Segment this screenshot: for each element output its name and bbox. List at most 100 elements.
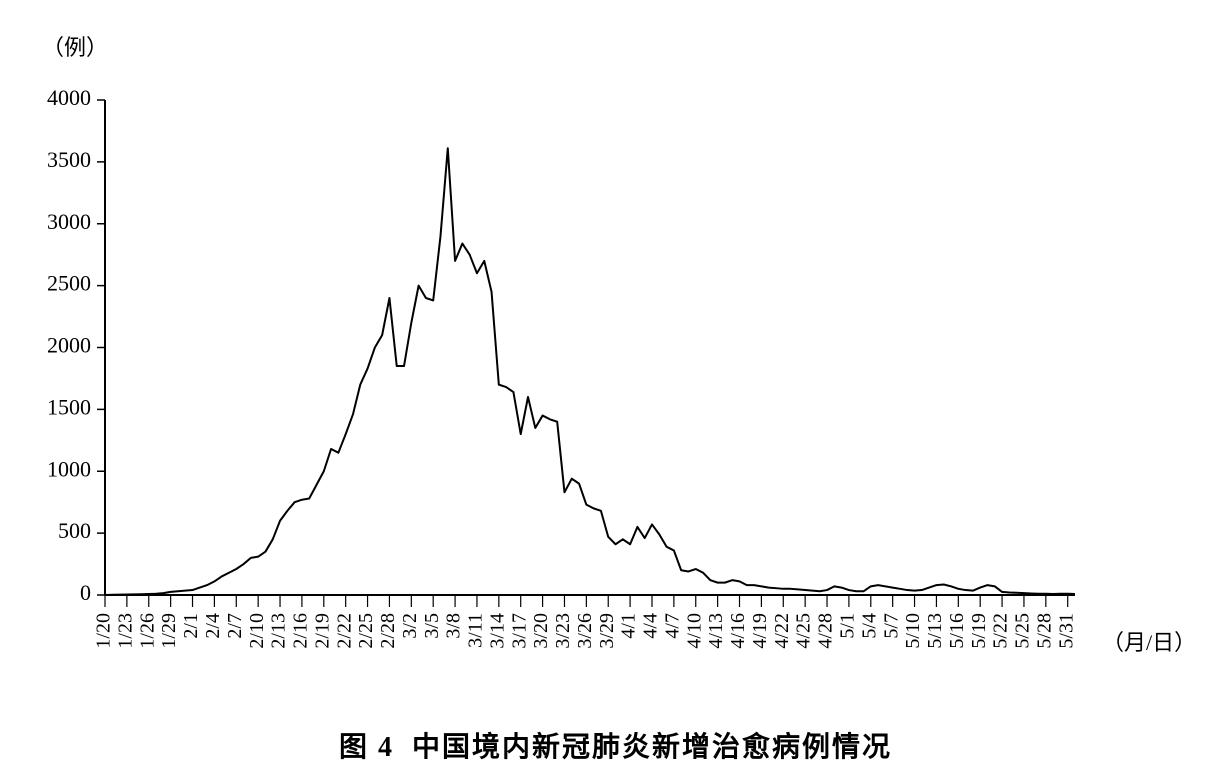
y-tick-label: 1500	[47, 394, 91, 419]
x-tick-label: 2/4	[202, 613, 224, 639]
x-tick-label: 2/19	[311, 613, 333, 649]
svg-text:3/8: 3/8	[443, 613, 465, 639]
svg-text:2/16: 2/16	[290, 613, 312, 649]
x-tick-label: 4/25	[793, 613, 815, 649]
x-tick-label: 2/22	[333, 613, 355, 649]
x-tick-label: 5/1	[837, 613, 859, 639]
figure-caption: 图 4 中国境内新冠肺炎新增治愈病例情况	[0, 725, 1231, 765]
x-tick-label: 1/29	[158, 613, 180, 649]
x-tick-label: 1/20	[93, 613, 115, 649]
svg-text:5/10: 5/10	[902, 613, 924, 649]
svg-text:4/10: 4/10	[683, 613, 705, 649]
svg-text:2/1: 2/1	[180, 613, 202, 639]
svg-text:3/14: 3/14	[486, 613, 508, 649]
svg-text:4/4: 4/4	[640, 613, 662, 639]
x-tick-label: 5/16	[946, 613, 968, 649]
x-tick-label: 5/22	[990, 613, 1012, 649]
y-tick-label: 2000	[47, 333, 91, 358]
x-tick-label: 2/10	[246, 613, 268, 649]
x-tick-label: 2/7	[224, 613, 246, 639]
svg-text:1/20: 1/20	[93, 613, 115, 649]
x-tick-label: 3/17	[508, 613, 530, 649]
y-axis-unit-label: （例）	[42, 30, 108, 62]
svg-text:4/25: 4/25	[793, 613, 815, 649]
svg-text:3/11: 3/11	[465, 613, 487, 648]
y-tick-label: 1000	[47, 456, 91, 481]
svg-text:2/7: 2/7	[224, 613, 246, 639]
svg-text:4/22: 4/22	[771, 613, 793, 649]
svg-text:3/29: 3/29	[596, 613, 618, 649]
x-tick-label: 3/23	[552, 613, 574, 649]
caption-text: 中国境内新冠肺炎新增治愈病例情况	[412, 732, 892, 763]
svg-text:2/19: 2/19	[311, 613, 333, 649]
x-tick-label: 1/26	[136, 613, 158, 649]
svg-text:2/4: 2/4	[202, 613, 224, 639]
y-tick-label: 0	[80, 580, 91, 605]
svg-text:4/19: 4/19	[749, 613, 771, 649]
x-tick-label: 4/22	[771, 613, 793, 649]
svg-text:5/4: 5/4	[858, 613, 880, 639]
svg-text:5/13: 5/13	[924, 613, 946, 649]
svg-text:4/16: 4/16	[727, 613, 749, 649]
x-tick-label: 4/7	[661, 613, 683, 639]
x-tick-label: 5/10	[902, 613, 924, 649]
svg-text:5/22: 5/22	[990, 613, 1012, 649]
svg-text:5/1: 5/1	[837, 613, 859, 639]
svg-text:5/25: 5/25	[1012, 613, 1034, 649]
x-tick-label: 2/1	[180, 613, 202, 639]
x-tick-label: 3/11	[465, 613, 487, 648]
x-tick-label: 5/19	[968, 613, 990, 649]
svg-text:1/26: 1/26	[136, 613, 158, 649]
svg-text:4/1: 4/1	[618, 613, 640, 639]
x-tick-label: 2/25	[355, 613, 377, 649]
y-tick-label: 2500	[47, 271, 91, 296]
x-tick-label: 4/1	[618, 613, 640, 639]
chart-container: 050010001500200025003000350040001/201/23…	[0, 0, 1231, 774]
svg-text:3/5: 3/5	[421, 613, 443, 639]
x-tick-label: 4/10	[683, 613, 705, 649]
svg-text:4/28: 4/28	[815, 613, 837, 649]
x-tick-label: 2/16	[290, 613, 312, 649]
svg-text:5/7: 5/7	[880, 613, 902, 639]
x-tick-label: 5/25	[1012, 613, 1034, 649]
svg-text:4/7: 4/7	[661, 613, 683, 639]
x-tick-label: 5/4	[858, 613, 880, 639]
x-tick-label: 3/14	[486, 613, 508, 649]
x-tick-label: 5/13	[924, 613, 946, 649]
svg-text:3/2: 3/2	[399, 613, 421, 639]
svg-text:2/10: 2/10	[246, 613, 268, 649]
x-tick-label: 3/5	[421, 613, 443, 639]
x-tick-label: 5/31	[1055, 613, 1077, 649]
x-tick-label: 3/20	[530, 613, 552, 649]
svg-text:4/13: 4/13	[705, 613, 727, 649]
svg-text:3/23: 3/23	[552, 613, 574, 649]
x-tick-label: 4/4	[640, 613, 662, 639]
svg-text:2/25: 2/25	[355, 613, 377, 649]
y-tick-label: 4000	[47, 85, 91, 110]
svg-text:1/29: 1/29	[158, 613, 180, 649]
svg-text:2/28: 2/28	[377, 613, 399, 649]
line-chart-svg: 050010001500200025003000350040001/201/23…	[0, 0, 1231, 774]
y-tick-label: 3000	[47, 209, 91, 234]
svg-text:2/22: 2/22	[333, 613, 355, 649]
svg-text:5/31: 5/31	[1055, 613, 1077, 649]
x-tick-label: 3/8	[443, 613, 465, 639]
x-tick-label: 4/16	[727, 613, 749, 649]
svg-text:3/26: 3/26	[574, 613, 596, 649]
x-tick-label: 2/28	[377, 613, 399, 649]
x-tick-label: 3/26	[574, 613, 596, 649]
svg-text:5/28: 5/28	[1033, 613, 1055, 649]
data-line	[105, 148, 1075, 595]
x-tick-label: 5/28	[1033, 613, 1055, 649]
svg-text:3/20: 3/20	[530, 613, 552, 649]
svg-text:3/17: 3/17	[508, 613, 530, 649]
svg-text:2/13: 2/13	[268, 613, 290, 649]
svg-text:1/23: 1/23	[114, 613, 136, 649]
y-tick-label: 500	[58, 518, 91, 543]
svg-text:5/19: 5/19	[968, 613, 990, 649]
x-tick-label: 1/23	[114, 613, 136, 649]
x-tick-label: 4/28	[815, 613, 837, 649]
x-tick-label: 4/13	[705, 613, 727, 649]
x-tick-label: 2/13	[268, 613, 290, 649]
svg-text:5/16: 5/16	[946, 613, 968, 649]
